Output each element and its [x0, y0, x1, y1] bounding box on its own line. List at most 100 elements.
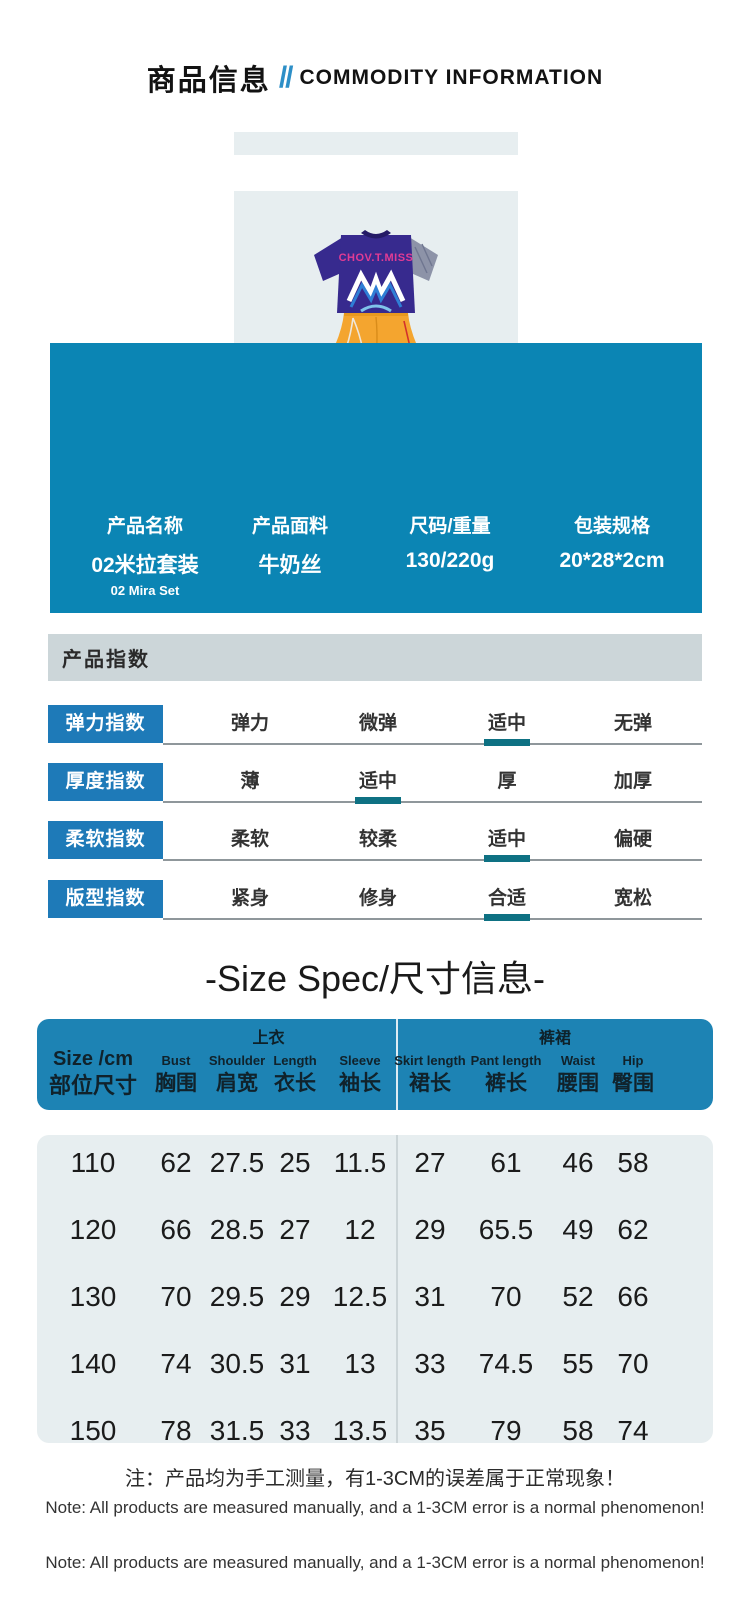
table-row: 110 62 27.5 25 11.5 27 61 46 58: [37, 1143, 713, 1183]
table-cell: 150: [69, 1415, 117, 1443]
column-header: Bust 胸围: [131, 1052, 221, 1099]
field-value: 20*28*2cm: [559, 549, 665, 572]
group-divider: [396, 1019, 398, 1110]
header-title-en: COMMODITY INFORMATION: [299, 66, 604, 89]
column-header-zh: 衣长: [274, 1072, 316, 1095]
field-value: 牛奶丝: [258, 554, 322, 577]
table-cell: 65.5: [478, 1214, 534, 1245]
column-header: Shoulder 肩宽: [192, 1052, 282, 1099]
size-spec-title: -Size Spec/尺寸信息-: [204, 958, 546, 999]
table-cell: 74.5: [478, 1348, 534, 1379]
table-cell: 30.5: [209, 1348, 265, 1379]
size-table-header: 上衣 裤裙 Size /cm 部位尺寸 Bust 胸围 Shoulder 肩宽 …: [37, 1019, 713, 1110]
table-cell: 55: [562, 1348, 594, 1379]
index-row-line: [163, 801, 702, 803]
note-en-1: Note: All products are measured manually…: [45, 1498, 705, 1517]
note-en-2: Note: All products are measured manually…: [45, 1553, 705, 1572]
column-header: Waist 腰围: [533, 1052, 623, 1099]
column-header: Sleeve 袖长: [315, 1052, 405, 1099]
index-label: 柔软指数: [48, 821, 163, 859]
table-cell: 110: [70, 1147, 116, 1178]
column-header: Hip 臀围: [588, 1052, 678, 1099]
table-cell: 70: [160, 1281, 192, 1312]
column-header-zh: 部位尺寸: [48, 1073, 137, 1098]
table-cell: 46: [562, 1147, 594, 1178]
table-cell: 11.5: [333, 1147, 387, 1178]
column-header-en: Hip: [622, 1053, 644, 1068]
table-cell: 61: [490, 1147, 522, 1178]
table-cell: 140: [69, 1348, 117, 1379]
index-row-line: [163, 743, 702, 745]
selected-option-underline: [484, 914, 530, 921]
group-label-bottom: 裤裙: [538, 1030, 571, 1047]
column-header-en: Sleeve: [339, 1053, 381, 1068]
field-value: 02米拉套装: [91, 554, 199, 577]
table-row: 130 70 29.5 29 12.5 31 70 52 66: [37, 1277, 713, 1317]
index-option: 合适: [487, 888, 526, 909]
column-header-zh: 胸围: [155, 1072, 197, 1095]
index-option: 偏硬: [613, 829, 652, 850]
column-header-en: Shoulder: [208, 1053, 266, 1068]
page-header: 商品信息 // COMMODITY INFORMATION: [0, 58, 750, 98]
table-cell: 12: [344, 1214, 376, 1245]
table-cell: 58: [617, 1147, 649, 1178]
index-row-line: [163, 918, 702, 920]
column-header-en: Pant length: [470, 1053, 542, 1068]
field-label: 产品面料: [251, 516, 328, 537]
size-table-body: 110 62 27.5 25 11.5 27 61 46 58 120 66 2…: [37, 1135, 713, 1443]
index-option: 薄: [240, 771, 260, 792]
index-option: 宽松: [613, 888, 652, 909]
index-option: 较柔: [358, 829, 397, 850]
table-cell: 70: [617, 1348, 649, 1379]
index-option: 弹力: [230, 713, 269, 734]
column-header-en: Length: [273, 1053, 317, 1068]
index-label: 弹力指数: [48, 705, 163, 743]
field-value: 130/220g: [405, 549, 495, 572]
svg-text:CHOV.T.MISS: CHOV.T.MISS: [339, 252, 414, 264]
index-row-softness: 柔软指数 柔软 较柔 适中 偏硬: [0, 821, 750, 863]
double-slash-icon: //: [278, 61, 294, 94]
table-cell: 29: [414, 1214, 446, 1245]
column-header-en: Bust: [161, 1053, 191, 1068]
table-cell: 66: [160, 1214, 192, 1245]
table-cell: 13.5: [332, 1415, 388, 1443]
table-cell: 62: [160, 1147, 192, 1178]
table-cell: 130: [69, 1281, 117, 1312]
table-cell: 120: [69, 1214, 117, 1245]
column-header-zh: 臀围: [612, 1072, 654, 1095]
index-row-fit: 版型指数 紧身 修身 合适 宽松: [0, 880, 750, 922]
table-cell: 29: [279, 1281, 311, 1312]
index-label: 版型指数: [48, 880, 163, 918]
index-option: 紧身: [230, 888, 269, 909]
column-header-zh: 袖长: [339, 1072, 381, 1095]
field-label: 产品名称: [106, 516, 183, 537]
column-header: Skirt length 裙长: [385, 1052, 475, 1099]
table-cell: 35: [414, 1415, 446, 1443]
index-option: 微弹: [358, 713, 397, 734]
column-header-zh: 肩宽: [216, 1072, 258, 1095]
index-option: 柔软: [230, 829, 269, 850]
column-header-zh: 裤长: [485, 1072, 527, 1095]
table-cell: 74: [160, 1348, 192, 1379]
table-cell: 74: [617, 1415, 649, 1443]
product-index-title: 产品指数: [62, 649, 150, 671]
index-option: 适中: [487, 713, 526, 734]
column-header: Pant length 裤长: [461, 1052, 551, 1099]
column-header-en: Waist: [560, 1053, 596, 1068]
table-cell: 58: [562, 1415, 594, 1443]
index-option: 厚: [497, 771, 517, 792]
table-cell: 49: [562, 1214, 594, 1245]
index-row-thickness: 厚度指数 薄 适中 厚 加厚: [0, 763, 750, 805]
table-cell: 78: [160, 1415, 192, 1443]
column-header-en: Size /cm: [52, 1048, 134, 1070]
table-cell: 79: [490, 1415, 522, 1443]
product-index-title-bar: 产品指数: [48, 634, 702, 681]
column-header: Size /cm 部位尺寸: [48, 1047, 138, 1101]
table-cell: 27: [279, 1214, 311, 1245]
table-cell: 27: [414, 1147, 446, 1178]
column-header-en: Skirt length: [394, 1053, 466, 1068]
table-cell: 66: [617, 1281, 649, 1312]
selected-option-underline: [484, 855, 530, 862]
table-row: 120 66 28.5 27 12 29 65.5 49 62: [37, 1210, 713, 1250]
table-cell: 70: [490, 1281, 522, 1312]
